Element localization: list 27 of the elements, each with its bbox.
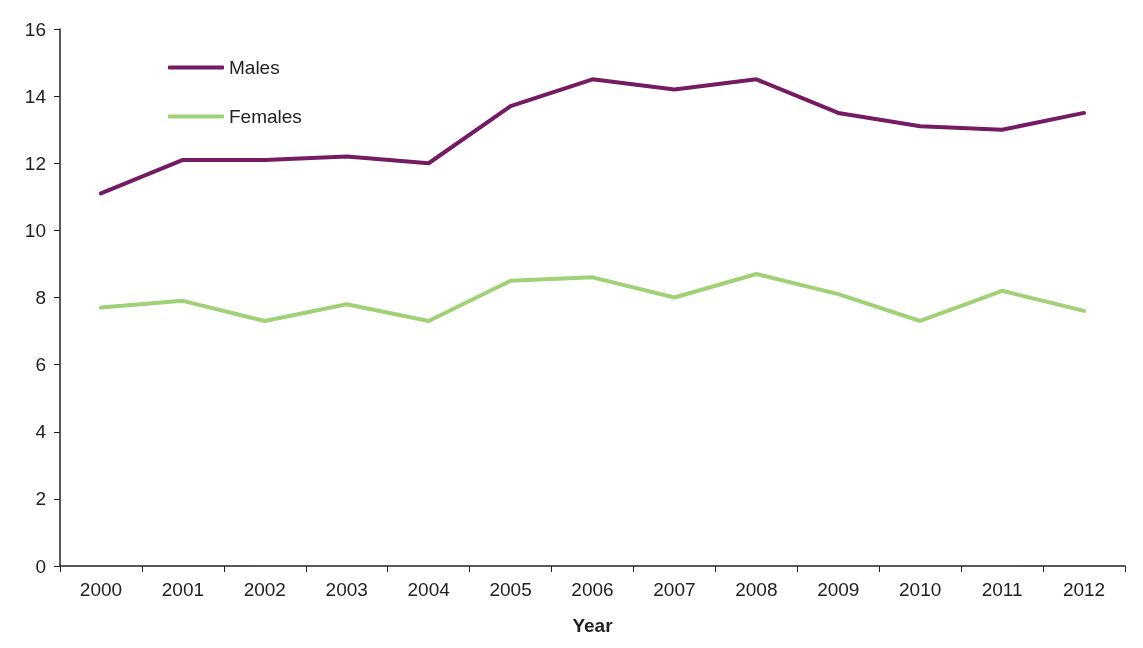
- x-tick-label: 2000: [79, 579, 123, 600]
- y-tick-label: 6: [35, 354, 46, 376]
- y-tick-label: 16: [24, 18, 46, 40]
- line-series: [98, 272, 1087, 323]
- x-tick-label: 2005: [489, 579, 532, 600]
- x-tick-label: 2006: [571, 579, 614, 600]
- legend-label: Females: [229, 106, 302, 127]
- x-tick-label: 2008: [735, 579, 778, 600]
- y-tick-label: 10: [24, 219, 46, 241]
- x-tick-label: 2001: [161, 579, 205, 600]
- legend-label: Males: [229, 57, 280, 78]
- x-tick-label: 2004: [407, 579, 451, 600]
- x-tick-label: 2010: [899, 579, 942, 600]
- y-tick-label: 14: [24, 85, 47, 107]
- y-tick-label: 0: [35, 555, 46, 577]
- x-tick-label: 2012: [1062, 579, 1106, 600]
- x-tick-label: 2009: [817, 579, 860, 600]
- y-tick-label: 4: [35, 421, 47, 443]
- y-tick-label: 12: [24, 152, 46, 174]
- x-tick-label: 2011: [981, 579, 1023, 600]
- x-axis-title: Year: [572, 615, 614, 636]
- y-tick-label: 8: [35, 287, 46, 308]
- x-tick-label: 2007: [653, 579, 696, 600]
- x-tick-label: 2002: [243, 579, 286, 600]
- x-tick-label: 2003: [325, 579, 368, 600]
- y-tick-label: 2: [35, 488, 46, 510]
- line-series: [98, 77, 1087, 196]
